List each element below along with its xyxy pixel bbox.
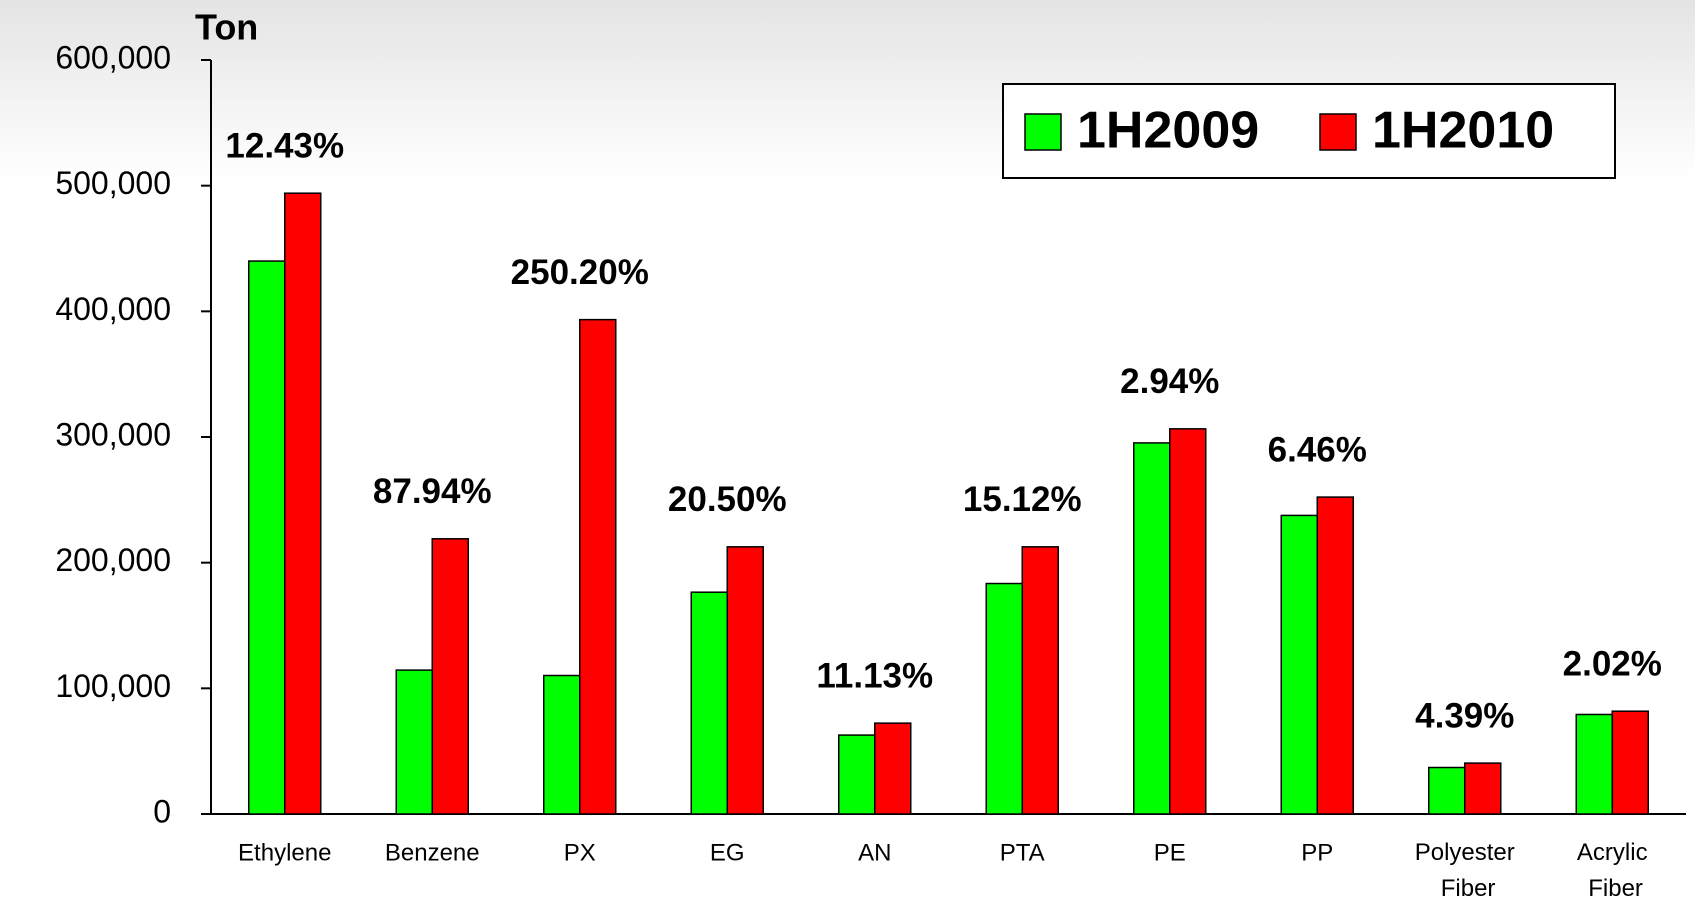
annotation: 2.02% <box>1563 644 1662 683</box>
y-tick-label: 100,000 <box>55 668 171 704</box>
x-tick-label: AN <box>858 839 891 866</box>
bar <box>1611 710 1649 815</box>
bar <box>543 674 581 815</box>
x-tick-label: Ethylene <box>238 839 331 866</box>
bar <box>1133 442 1171 815</box>
bar <box>579 318 617 815</box>
y-tick-label: 0 <box>153 793 171 829</box>
legend-swatch <box>1024 113 1062 151</box>
bar <box>874 722 912 815</box>
y-tick-label: 200,000 <box>55 542 171 578</box>
annotation: 4.39% <box>1415 696 1514 735</box>
y-tick-label: 300,000 <box>55 416 171 452</box>
bar <box>395 669 433 815</box>
x-tick-label: EG <box>710 839 745 866</box>
bar <box>1280 514 1318 815</box>
legend-label: 1H2010 <box>1372 102 1554 160</box>
x-tick-label: PP <box>1301 839 1333 866</box>
y-tick-label: 600,000 <box>55 39 171 75</box>
bar <box>726 546 764 815</box>
x-tick-label: PX <box>564 839 596 866</box>
x-tick-label: Polyester Fiber <box>1415 839 1515 902</box>
y-tick-label: 500,000 <box>55 165 171 201</box>
annotation: 87.94% <box>373 472 492 511</box>
bar <box>1575 713 1613 815</box>
annotation: 11.13% <box>816 656 933 695</box>
bar <box>431 538 469 815</box>
bar <box>248 260 286 815</box>
annotation: 250.20% <box>511 253 649 292</box>
x-tick-label: PE <box>1154 839 1186 866</box>
annotation: 20.50% <box>668 480 787 519</box>
bar <box>1464 762 1502 815</box>
bar <box>985 582 1023 815</box>
annotation: 2.94% <box>1120 362 1219 401</box>
bar <box>1316 496 1354 815</box>
annotation: 15.12% <box>963 480 1082 519</box>
legend-box <box>1002 83 1616 179</box>
y-axis-title: Ton <box>195 7 258 48</box>
y-tick-label: 400,000 <box>55 291 171 327</box>
legend-label: 1H2009 <box>1077 102 1259 160</box>
legend-swatch <box>1319 113 1357 151</box>
bar <box>1428 766 1466 815</box>
annotation: 6.46% <box>1268 430 1367 469</box>
bar <box>284 192 322 815</box>
annotation: 12.43% <box>225 126 344 165</box>
bar <box>690 591 728 815</box>
bar <box>1021 546 1059 815</box>
bar <box>838 734 876 815</box>
x-tick-label: Acrylic Fiber <box>1577 839 1648 902</box>
x-tick-label: Benzene <box>385 839 480 866</box>
x-tick-label: PTA <box>1000 839 1045 866</box>
bar <box>1169 428 1207 815</box>
